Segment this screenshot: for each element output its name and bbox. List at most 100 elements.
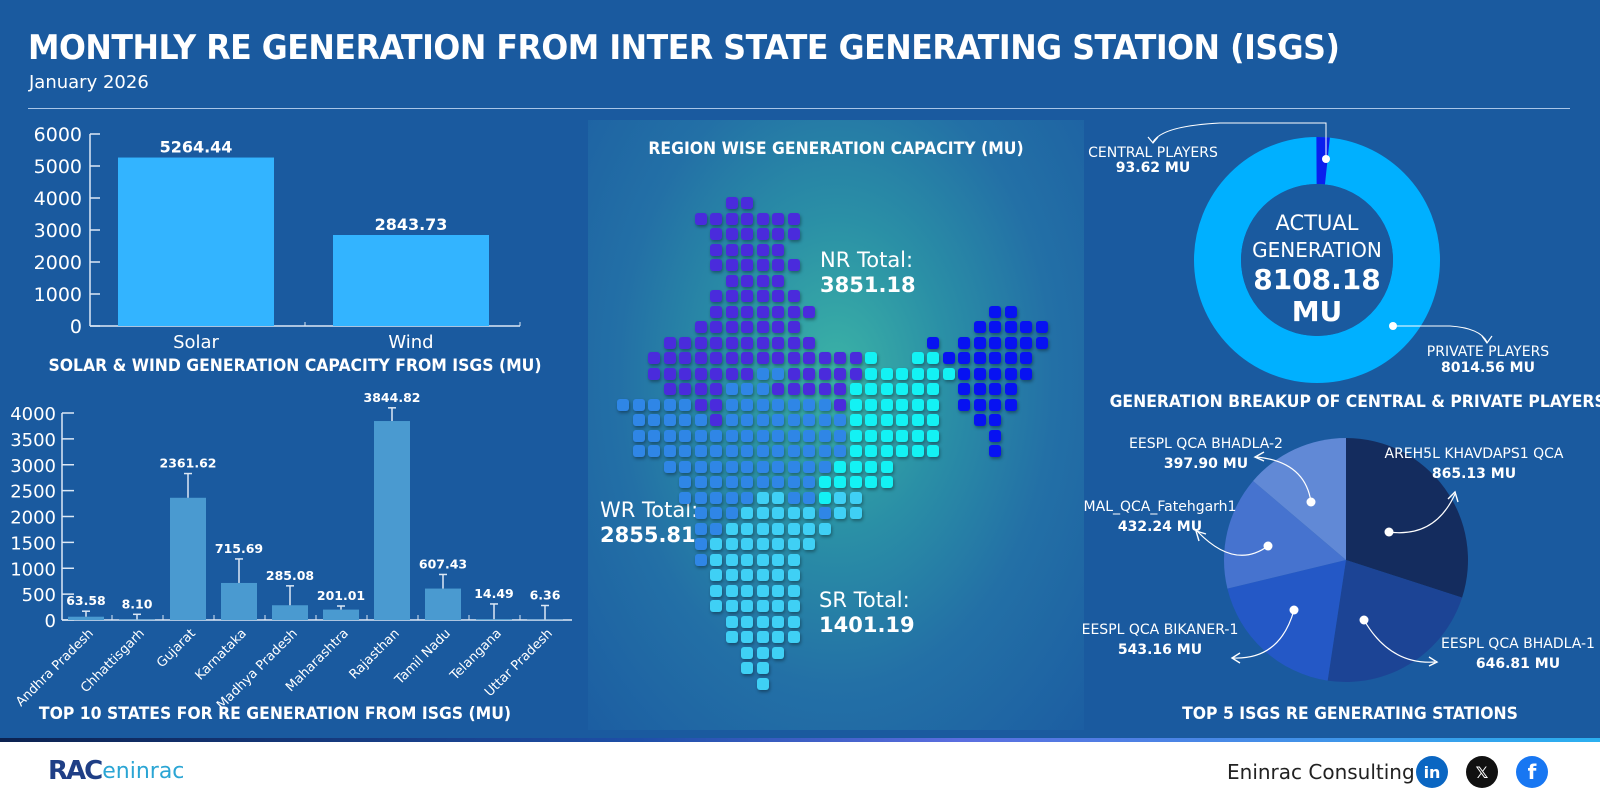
map-cell-wr bbox=[803, 445, 815, 457]
map-cell-sr bbox=[741, 553, 753, 566]
facebook-icon[interactable]: f bbox=[1516, 756, 1548, 788]
map-cell-er bbox=[911, 429, 924, 442]
map-cell-er bbox=[911, 445, 924, 457]
map-cell-wr bbox=[663, 429, 676, 442]
map-cell-wr bbox=[803, 460, 815, 473]
map-cell-nr bbox=[663, 336, 676, 349]
map-cell-ner bbox=[973, 414, 986, 426]
map-cell-nr bbox=[787, 259, 800, 271]
svg-text:285.08: 285.08 bbox=[266, 568, 314, 583]
map-cell-wr bbox=[772, 476, 784, 488]
map-cell-nr bbox=[710, 352, 722, 364]
map-cell-nr bbox=[694, 352, 707, 364]
map-cell-er bbox=[927, 445, 939, 457]
svg-text:8108.18: 8108.18 bbox=[1253, 263, 1381, 296]
svg-text:3000: 3000 bbox=[10, 456, 56, 477]
map-cell-sr bbox=[756, 584, 769, 597]
map-cell-sr bbox=[756, 600, 769, 612]
map-cell-sr bbox=[710, 569, 722, 581]
map-cell-wr bbox=[694, 507, 707, 519]
map-cell-er bbox=[865, 445, 877, 457]
map-cell-nr bbox=[725, 352, 738, 364]
map-cell-nr bbox=[772, 352, 784, 364]
map-cell-er bbox=[849, 476, 862, 488]
map-cell-sr bbox=[756, 522, 769, 535]
map-cell-er bbox=[927, 367, 939, 380]
map-cell-ner bbox=[989, 305, 1001, 318]
map-cell-nr bbox=[710, 305, 722, 318]
map-cell-er bbox=[896, 383, 908, 395]
map-cell-sr bbox=[772, 522, 784, 535]
linkedin-icon[interactable]: in bbox=[1416, 756, 1448, 788]
map-cell-wr bbox=[818, 507, 831, 519]
map-cell-wr bbox=[617, 398, 629, 411]
svg-text:500: 500 bbox=[22, 585, 56, 606]
map-cell-wr bbox=[772, 367, 784, 380]
svg-text:93.62 MU: 93.62 MU bbox=[1116, 160, 1190, 176]
map-cell-sr bbox=[756, 491, 769, 504]
map-cell-nr bbox=[710, 228, 722, 240]
map-cell-sr bbox=[756, 662, 769, 674]
map-cell-ner bbox=[989, 414, 1001, 426]
map-cell-nr bbox=[694, 212, 707, 225]
map-cell-nr bbox=[772, 243, 784, 256]
map-cell-nr bbox=[741, 352, 753, 364]
svg-text:3000: 3000 bbox=[34, 220, 82, 242]
map-cell-ner bbox=[973, 367, 986, 380]
map-cell-ner bbox=[989, 383, 1001, 395]
map-cell-sr bbox=[741, 522, 753, 535]
map-cell-wr bbox=[772, 429, 784, 442]
map-cell-wr bbox=[725, 398, 738, 411]
map-cell-wr bbox=[694, 445, 707, 457]
map-cell-ner bbox=[1020, 367, 1032, 380]
map-cell-nr bbox=[710, 321, 722, 333]
map-cell-sr bbox=[725, 522, 738, 535]
map-cell-nr bbox=[741, 243, 753, 256]
map-cell-ner bbox=[1004, 336, 1017, 349]
map-cell-sr bbox=[756, 538, 769, 550]
map-cell-er bbox=[896, 414, 908, 426]
map-cell-er bbox=[880, 367, 893, 380]
map-cell-nr bbox=[725, 243, 738, 256]
map-cell-wr bbox=[648, 414, 660, 426]
svg-text:GENERATION: GENERATION bbox=[1252, 238, 1382, 262]
map-cell-wr bbox=[834, 445, 846, 457]
map-cell-er bbox=[911, 398, 924, 411]
map-cell-nr bbox=[849, 352, 862, 364]
map-cell-nr bbox=[663, 352, 676, 364]
map-cell-sr bbox=[741, 507, 753, 519]
map-cell-wr bbox=[679, 460, 691, 473]
map-cell-wr bbox=[756, 476, 769, 488]
map-cell-wr bbox=[818, 460, 831, 473]
map-cell-nr bbox=[834, 352, 846, 364]
svg-text:3844.82: 3844.82 bbox=[364, 390, 421, 405]
map-cell-wr bbox=[818, 445, 831, 457]
map-cell-wr bbox=[772, 460, 784, 473]
svg-text:432.24 MU: 432.24 MU bbox=[1118, 519, 1202, 535]
map-cell-sr bbox=[787, 615, 800, 628]
eninrac-logo[interactable]: RAC eninrac bbox=[48, 755, 184, 787]
map-cell-er bbox=[896, 398, 908, 411]
sr-total-label: SR Total: 1401.19 bbox=[819, 588, 915, 638]
map-cell-nr bbox=[741, 290, 753, 302]
map-cell-er bbox=[849, 460, 862, 473]
map-cell-er bbox=[896, 429, 908, 442]
map-cell-sr bbox=[710, 584, 722, 597]
map-cell-wr bbox=[679, 414, 691, 426]
map-cell-wr bbox=[772, 414, 784, 426]
map-cell-wr bbox=[694, 429, 707, 442]
svg-text:EESPL QCA BHADLA-1: EESPL QCA BHADLA-1 bbox=[1441, 636, 1595, 652]
pie-slice bbox=[1224, 481, 1346, 589]
svg-text:6000: 6000 bbox=[34, 124, 82, 146]
x-twitter-icon[interactable]: 𝕏 bbox=[1466, 756, 1498, 788]
map-cell-sr bbox=[725, 569, 738, 581]
map-cell-nr bbox=[725, 336, 738, 349]
map-cell-wr bbox=[756, 445, 769, 457]
svg-text:543.16 MU: 543.16 MU bbox=[1118, 642, 1202, 658]
map-cell-sr bbox=[772, 538, 784, 550]
map-cell-nr bbox=[679, 336, 691, 349]
map-cell-wr bbox=[741, 460, 753, 473]
map-cell-nr bbox=[772, 274, 784, 287]
map-cell-nr bbox=[787, 305, 800, 318]
pie-slice bbox=[1227, 560, 1346, 681]
